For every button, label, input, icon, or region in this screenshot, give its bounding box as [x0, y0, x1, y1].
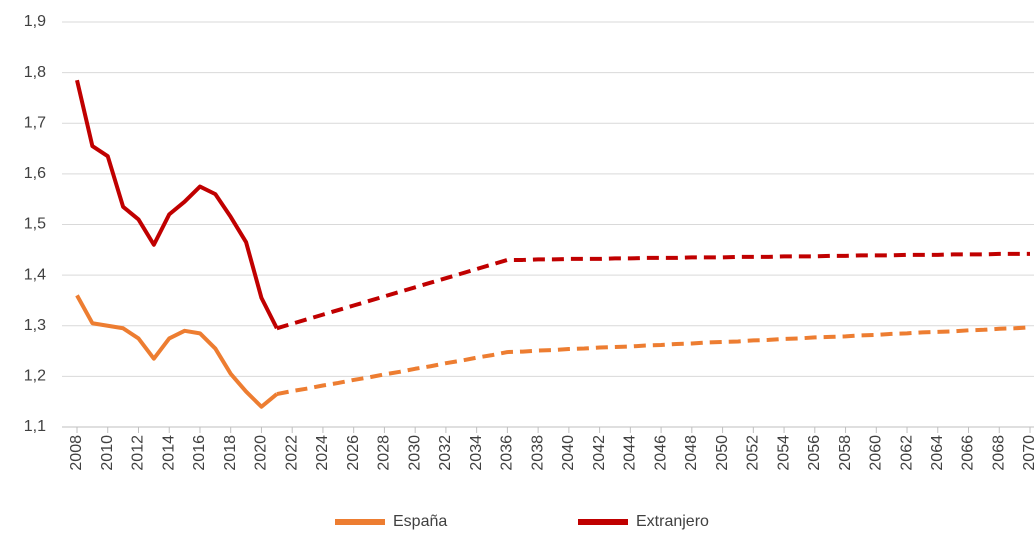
y-tick-label: 1,5 — [24, 216, 46, 233]
x-tick-label: 2034 — [468, 435, 485, 471]
legend-label: Extranjero — [636, 513, 709, 530]
x-tick-label: 2058 — [837, 435, 854, 471]
y-tick-label: 1,3 — [24, 317, 46, 334]
x-tick-label: 2040 — [560, 435, 577, 471]
y-tick-label: 1,1 — [24, 418, 46, 435]
x-tick-label: 2048 — [683, 435, 700, 471]
x-tick-label: 2054 — [775, 435, 792, 471]
x-tick-label: 2032 — [437, 435, 454, 471]
y-tick-label: 1,6 — [24, 165, 46, 182]
x-tick-label: 2056 — [806, 435, 823, 471]
x-tick-label: 2014 — [160, 435, 177, 471]
x-tick-label: 2044 — [622, 435, 639, 471]
x-tick-label: 2012 — [130, 435, 147, 471]
x-tick-label: 2010 — [99, 435, 116, 471]
x-tick-label: 2024 — [314, 435, 331, 471]
x-tick-label: 2028 — [376, 435, 393, 471]
x-tick-label: 2038 — [529, 435, 546, 471]
x-tick-label: 2052 — [745, 435, 762, 471]
x-tick-label: 2018 — [222, 435, 239, 471]
series-line — [75, 79, 279, 330]
x-tick-label: 2070 — [1021, 435, 1034, 471]
x-tick-label: 2030 — [406, 435, 423, 471]
legend-label: España — [393, 513, 447, 530]
series-line-projection — [276, 325, 1031, 397]
y-tick-label: 1,8 — [24, 64, 46, 81]
series-line-projection — [276, 251, 1030, 331]
x-tick-label: 2066 — [960, 435, 977, 471]
x-tick-label: 2042 — [591, 435, 608, 471]
x-tick-label: 2062 — [898, 435, 915, 471]
x-tick-label: 2022 — [283, 435, 300, 471]
x-tick-label: 2068 — [990, 435, 1007, 471]
y-tick-label: 1,2 — [24, 368, 46, 385]
x-tick-label: 2060 — [868, 435, 885, 471]
x-tick-label: 2026 — [345, 435, 362, 471]
x-tick-label: 2050 — [714, 435, 731, 471]
x-tick-label: 2046 — [652, 435, 669, 471]
y-tick-label: 1,7 — [24, 114, 46, 131]
x-tick-label: 2020 — [253, 435, 270, 471]
y-tick-label: 1,4 — [24, 266, 46, 283]
series-line — [75, 294, 279, 409]
y-tick-label: 1,9 — [24, 13, 46, 30]
x-tick-label: 2064 — [929, 435, 946, 471]
x-tick-label: 2016 — [191, 435, 208, 471]
x-tick-label: 2008 — [68, 435, 85, 471]
x-tick-label: 2036 — [499, 435, 516, 471]
